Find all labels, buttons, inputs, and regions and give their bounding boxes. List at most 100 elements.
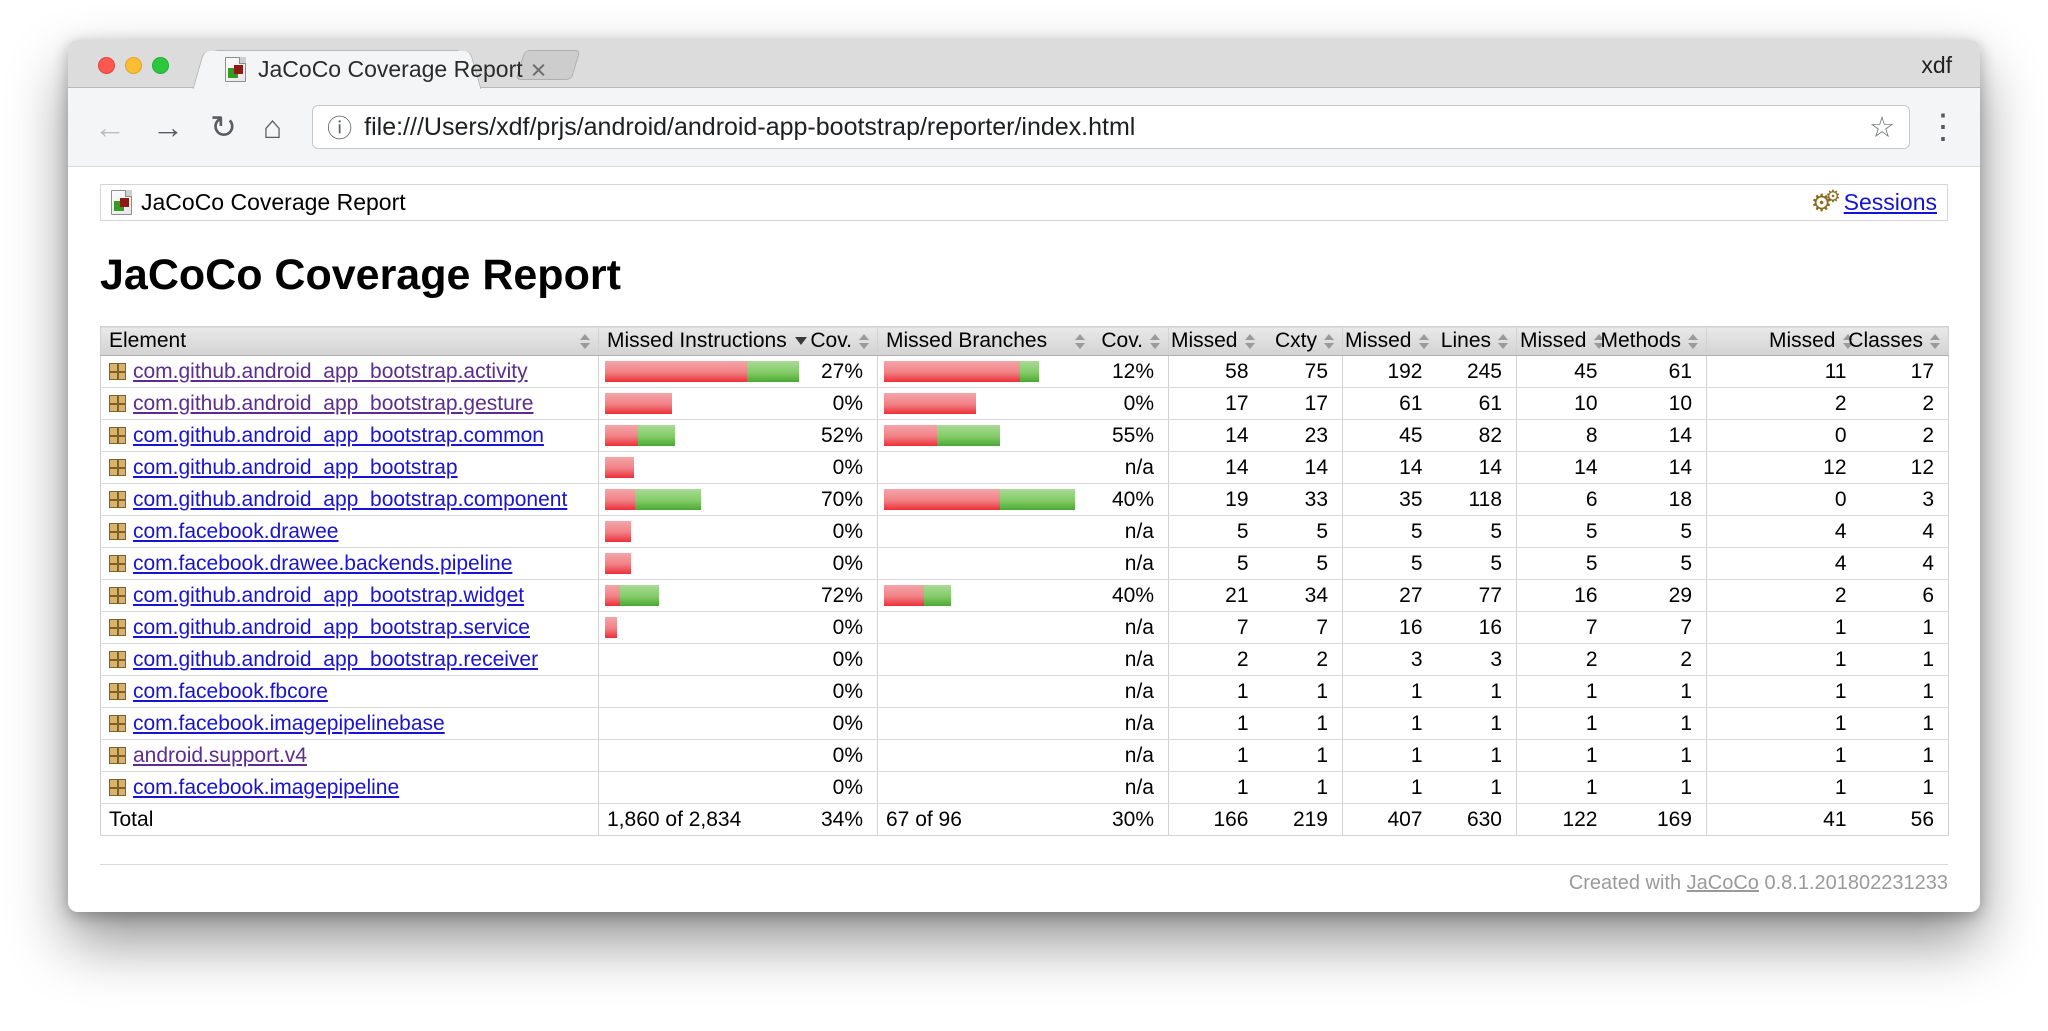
package-link[interactable]: com.github.android_app_bootstrap.widget (133, 583, 525, 607)
element-cell-content: com.github.android_app_bootstrap.widget (109, 584, 598, 608)
metric-value: 1 (1342, 707, 1437, 740)
package-link[interactable]: com.github.android_app_bootstrap (133, 455, 458, 479)
column-header-classes[interactable]: Classes (1848, 326, 1949, 356)
package-link[interactable]: com.github.android_app_bootstrap.activit… (133, 359, 528, 383)
column-header-label: Lines (1440, 329, 1491, 352)
bookmark-star-icon[interactable]: ☆ (1869, 111, 1895, 144)
metric-value: 4 (1860, 547, 1949, 580)
sessions-link[interactable]: Sessions (1843, 189, 1937, 215)
sort-icon (1418, 333, 1429, 349)
metric-value: 2 (1706, 387, 1861, 420)
metric-value: 82 (1436, 419, 1517, 452)
coverage-percent: 40% (1092, 579, 1169, 612)
reload-icon[interactable]: ↻ (210, 109, 237, 145)
column-header-content: Missed (1171, 329, 1255, 353)
metric-value: 1 (1342, 739, 1437, 772)
total-metric-value: 41 (1706, 803, 1861, 836)
coverage-bar (605, 521, 803, 542)
element-cell-content: com.github.android_app_bootstrap.receive… (109, 648, 598, 672)
sort-icon (1498, 333, 1508, 349)
package-link[interactable]: com.github.android_app_bootstrap.common (133, 423, 544, 447)
browser-menu-icon[interactable]: ⋮ (1926, 108, 1960, 146)
back-icon[interactable]: ← (94, 109, 126, 145)
metric-value: 61 (1611, 355, 1707, 388)
package-link[interactable]: com.facebook.drawee (133, 519, 339, 543)
new-tab-button[interactable] (515, 50, 581, 80)
coverage-percent: 70% (808, 483, 878, 516)
browser-window: JaCoCo Coverage Report × xdf ← → ↻ ⌂ ⓘ f… (68, 40, 1980, 912)
breadcrumb: JaCoCo Coverage Report ⚙⚙ Sessions (100, 184, 1948, 221)
metric-value: 1 (1860, 643, 1949, 676)
metric-value: 1 (1516, 675, 1612, 708)
total-metric-value: 407 (1342, 803, 1437, 836)
coverage-bar (884, 585, 1087, 606)
browser-tab[interactable]: JaCoCo Coverage Report × (210, 50, 546, 88)
package-link[interactable]: com.facebook.imagepipeline (133, 775, 400, 799)
package-link[interactable]: com.github.android_app_bootstrap.compone… (133, 487, 568, 511)
table-row: com.github.android_app_bootstrap.compone… (100, 483, 1949, 516)
coverage-percent: n/a (1092, 771, 1169, 804)
column-header-content: Cov. (810, 329, 869, 353)
column-header-methods[interactable]: Methods (1600, 326, 1707, 356)
column-header-lines[interactable]: Lines (1436, 326, 1517, 356)
metric-value: 1 (1516, 739, 1612, 772)
page-info-icon[interactable]: ⓘ (327, 115, 353, 143)
metric-value: 1 (1342, 771, 1437, 804)
tab-close-icon[interactable]: × (530, 54, 547, 85)
package-icon (109, 523, 126, 540)
element-cell: com.github.android_app_bootstrap.widget (100, 579, 599, 612)
package-icon (109, 619, 126, 636)
coverage-bar-cell (598, 739, 809, 772)
package-link[interactable]: android.support.v4 (133, 743, 307, 767)
coverage-percent: 0% (808, 739, 878, 772)
close-window-button[interactable] (98, 57, 115, 74)
metric-value: 0 (1706, 483, 1861, 516)
package-link[interactable]: com.facebook.imagepipelinebase (133, 711, 445, 735)
zoom-window-button[interactable] (152, 57, 169, 74)
metric-value: 61 (1342, 387, 1437, 420)
minimize-window-button[interactable] (125, 57, 142, 74)
home-icon[interactable]: ⌂ (262, 109, 283, 145)
metric-value: 14 (1611, 419, 1707, 452)
column-header-missed-branches[interactable]: Missed Branches (877, 326, 1093, 356)
package-link[interactable]: com.github.android_app_bootstrap.service (133, 615, 530, 639)
missed-bar-segment (605, 393, 672, 414)
jacoco-link[interactable]: JaCoCo (1686, 872, 1759, 894)
coverage-bar (605, 585, 803, 606)
column-header-cxty[interactable]: Cxty (1262, 326, 1343, 356)
metric-value: 5 (1436, 515, 1517, 548)
total-branches: 67 of 96 (877, 803, 1093, 836)
metric-value: 3 (1342, 643, 1437, 676)
table-row: com.github.android_app_bootstrap.receive… (100, 643, 1949, 676)
column-header-cov-[interactable]: Cov. (808, 326, 878, 356)
metric-value: 34 (1262, 579, 1343, 612)
forward-icon[interactable]: → (152, 109, 184, 145)
column-header-missed[interactable]: Missed (1168, 326, 1263, 356)
metric-value: 1 (1706, 771, 1861, 804)
coverage-bar-cell (598, 547, 809, 580)
footer-created-with: Created with (1568, 872, 1687, 894)
address-bar[interactable]: ⓘ file:///Users/xdf/prjs/android/android… (312, 105, 1910, 149)
element-cell: com.github.android_app_bootstrap.service (100, 611, 599, 644)
package-link[interactable]: com.facebook.fbcore (133, 679, 328, 703)
package-link[interactable]: com.github.android_app_bootstrap.gesture (133, 391, 534, 415)
element-cell: com.github.android_app_bootstrap.compone… (100, 483, 599, 516)
column-header-content: Cxty (1271, 329, 1334, 353)
column-header-element[interactable]: Element (100, 326, 599, 356)
column-header-missed[interactable]: Missed (1516, 326, 1612, 356)
coverage-bar-cell (598, 451, 809, 484)
column-header-missed-instructions[interactable]: Missed Instructions (598, 326, 809, 356)
metric-value: 3 (1436, 643, 1517, 676)
column-header-cov-[interactable]: Cov. (1092, 326, 1169, 356)
metric-value: 17 (1262, 387, 1343, 420)
metric-value: 6 (1516, 483, 1612, 516)
coverage-percent: 0% (808, 675, 878, 708)
column-header-missed[interactable]: Missed (1706, 326, 1861, 356)
package-link[interactable]: com.facebook.drawee.backends.pipeline (133, 551, 513, 575)
element-cell-content: com.github.android_app_bootstrap.activit… (109, 360, 598, 384)
metric-value: 14 (1342, 451, 1437, 484)
column-header-missed[interactable]: Missed (1342, 326, 1437, 356)
package-link[interactable]: com.github.android_app_bootstrap.receive… (133, 647, 539, 671)
profile-name[interactable]: xdf (1921, 52, 1952, 78)
breadcrumb-label: JaCoCo Coverage Report (141, 189, 406, 215)
